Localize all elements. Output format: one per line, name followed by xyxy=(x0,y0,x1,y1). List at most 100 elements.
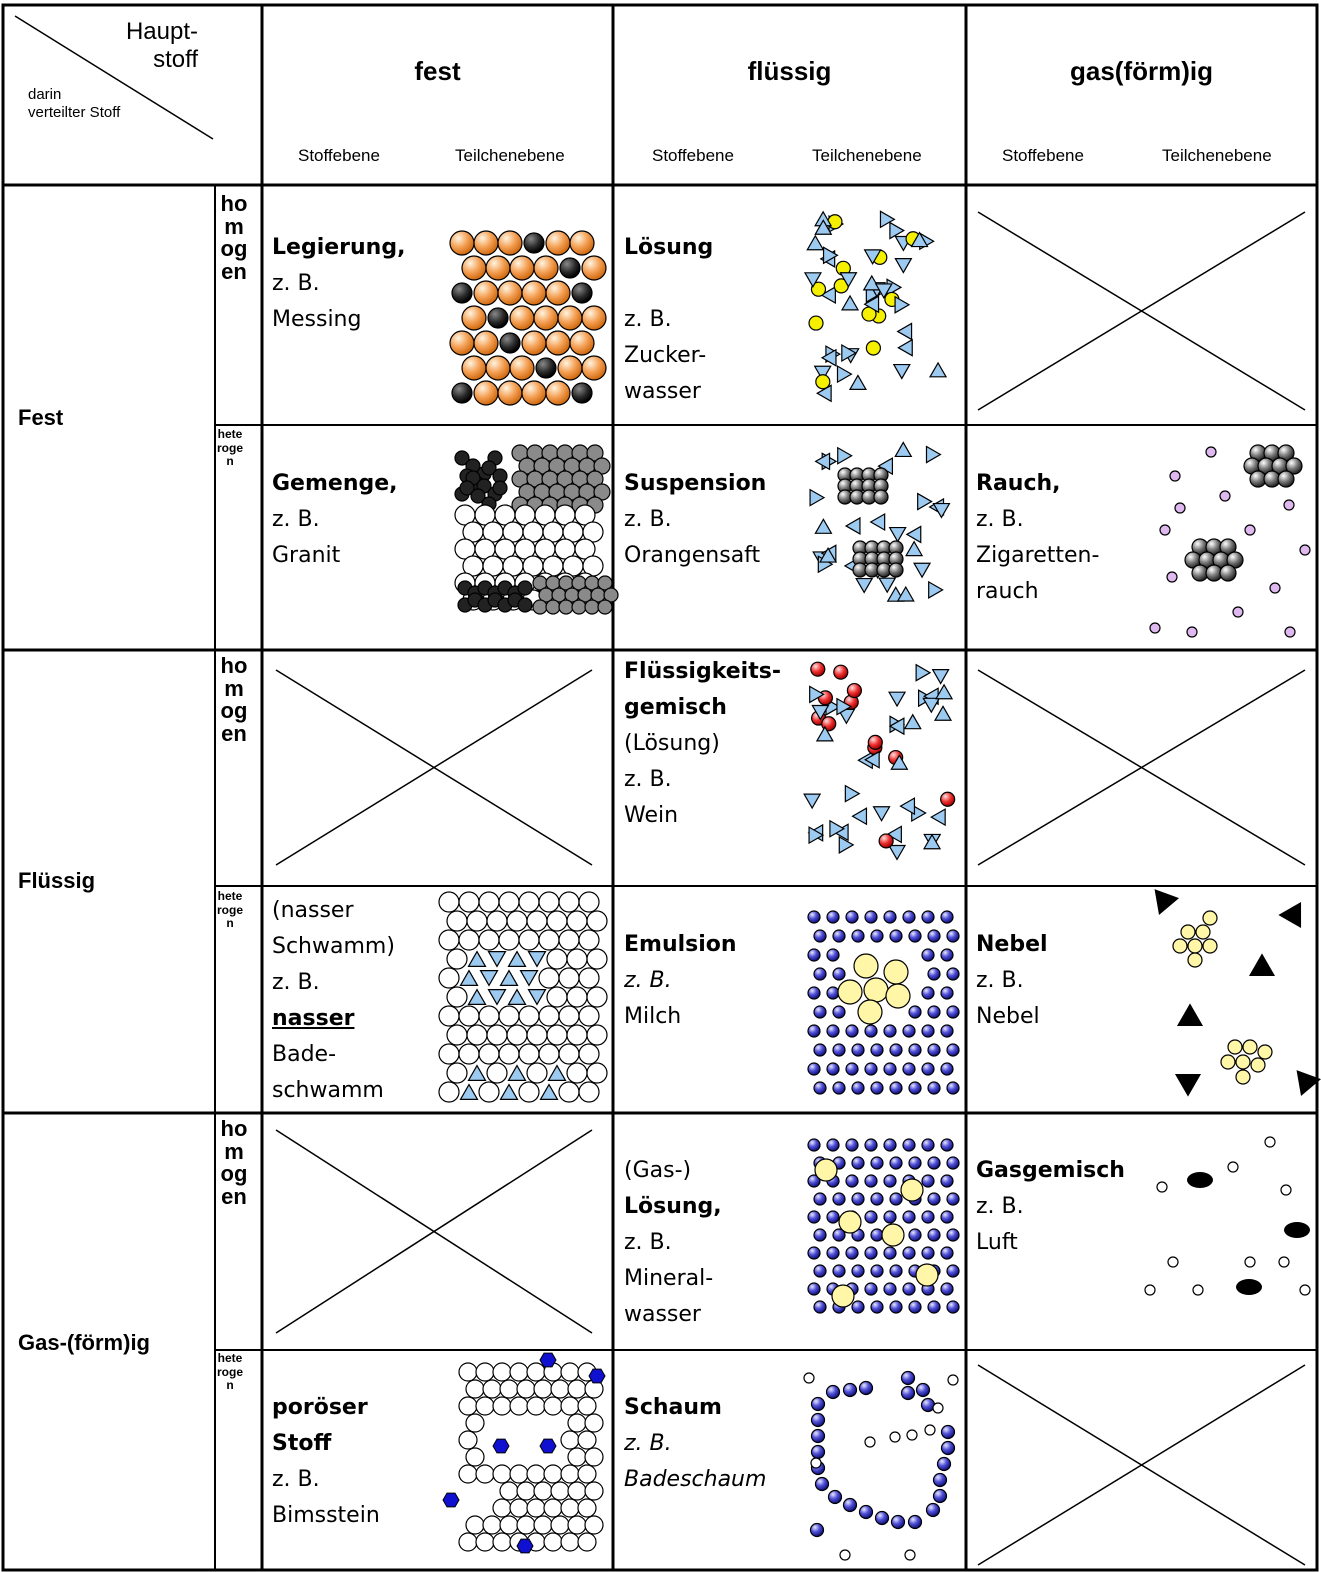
cell-line: z. B. xyxy=(976,507,1024,532)
particle xyxy=(921,1174,935,1188)
triangle-particle xyxy=(487,951,507,968)
triangle-particle xyxy=(878,577,897,594)
particle xyxy=(864,1246,878,1260)
particle xyxy=(1220,1054,1236,1070)
row-label-fluessig: Flüssig xyxy=(18,868,96,893)
particle xyxy=(446,986,468,1008)
particle xyxy=(810,1412,826,1428)
triangle-particle xyxy=(894,295,911,314)
particle xyxy=(902,1210,916,1224)
particle xyxy=(851,1081,865,1095)
particle xyxy=(889,929,903,943)
triangle-particle xyxy=(894,441,913,458)
particle xyxy=(813,967,827,981)
particle xyxy=(940,1024,954,1038)
particle xyxy=(577,1430,597,1450)
particle xyxy=(827,1489,843,1505)
particle xyxy=(1285,457,1303,475)
triangle-particle xyxy=(889,221,906,240)
particle xyxy=(509,1498,529,1518)
particle xyxy=(509,305,535,331)
particle xyxy=(473,380,499,406)
particle xyxy=(807,910,821,924)
cell-line: Gemenge, xyxy=(272,471,398,496)
cell-line: z. B. xyxy=(624,1230,672,1255)
particle xyxy=(864,1436,876,1448)
particle xyxy=(526,1062,548,1084)
particle xyxy=(459,480,475,496)
ellipse-particle xyxy=(1187,1172,1213,1188)
hexagon-particle xyxy=(492,1438,510,1454)
particle xyxy=(940,948,954,962)
particle xyxy=(932,1402,944,1414)
particle xyxy=(1172,938,1188,954)
triangle-particle xyxy=(819,546,838,563)
particle xyxy=(932,1472,948,1488)
cell-line: rauch xyxy=(976,579,1039,604)
particle xyxy=(497,280,523,306)
particle xyxy=(475,1532,495,1552)
triangle-particle xyxy=(913,562,932,579)
particle xyxy=(1226,551,1244,569)
particle xyxy=(461,355,487,381)
particle xyxy=(546,986,568,1008)
triangle-particle xyxy=(888,717,905,736)
triangle-particle xyxy=(894,257,913,274)
cell-poroeser-stoff: poröser Stoff z. B. Bimsstein xyxy=(272,1390,380,1534)
triangle-particle xyxy=(905,525,922,544)
particle xyxy=(857,999,883,1025)
ellipse-particle xyxy=(1284,1222,1310,1238)
triangle-particle xyxy=(888,526,907,543)
particle xyxy=(921,910,935,924)
particles-milch xyxy=(807,910,960,1095)
particle xyxy=(927,967,941,981)
particle xyxy=(538,1005,560,1027)
particle xyxy=(946,1081,960,1095)
triangle-particle xyxy=(855,577,874,594)
cell-line: Milch xyxy=(624,1004,682,1029)
particle xyxy=(813,1228,827,1242)
particle xyxy=(578,967,600,989)
particle xyxy=(482,1515,502,1535)
particle xyxy=(1232,606,1244,618)
corner-top-line2: stoff xyxy=(153,46,198,73)
hexagon-particle xyxy=(442,1492,460,1508)
particle xyxy=(567,1481,587,1501)
cell-line: z. B. xyxy=(624,507,672,532)
triangle-particle xyxy=(879,210,896,229)
cell-line: Flüssigkeits- xyxy=(624,659,781,684)
particle xyxy=(560,1464,580,1484)
particle xyxy=(807,948,821,962)
vertical-label-homogen: homogen xyxy=(220,1116,248,1209)
triangle-particle xyxy=(931,669,950,685)
particle xyxy=(807,1282,821,1296)
particle xyxy=(566,948,588,970)
cell-line: Nebel xyxy=(976,1004,1040,1029)
empty-cell-x xyxy=(977,1364,1306,1566)
particle xyxy=(885,983,911,1009)
particle xyxy=(545,599,561,615)
subheader-stoffebene: Stoffebene xyxy=(298,146,380,165)
particle xyxy=(837,979,863,1005)
particle xyxy=(458,1396,478,1416)
particle xyxy=(550,1515,570,1535)
particle xyxy=(1180,924,1196,940)
particle xyxy=(940,1138,954,1152)
particle xyxy=(558,599,574,615)
particle xyxy=(890,1514,906,1530)
particle xyxy=(578,1081,600,1103)
cell-emulsion: Emulsion z. B. Milch xyxy=(624,927,737,1035)
particle xyxy=(927,1156,941,1170)
particle xyxy=(545,280,571,306)
triangle-particle xyxy=(815,725,834,742)
particle xyxy=(485,255,511,281)
cell-line: Emulsion xyxy=(624,932,737,957)
particle xyxy=(571,382,593,404)
particle xyxy=(889,1192,903,1206)
particles-badeschwamm xyxy=(438,891,608,1103)
particle xyxy=(908,1228,922,1242)
triangle-particle xyxy=(839,272,858,288)
cell-gemenge: Gemenge, z. B. Granit xyxy=(272,466,398,574)
particle xyxy=(827,214,843,230)
particle xyxy=(523,232,545,254)
